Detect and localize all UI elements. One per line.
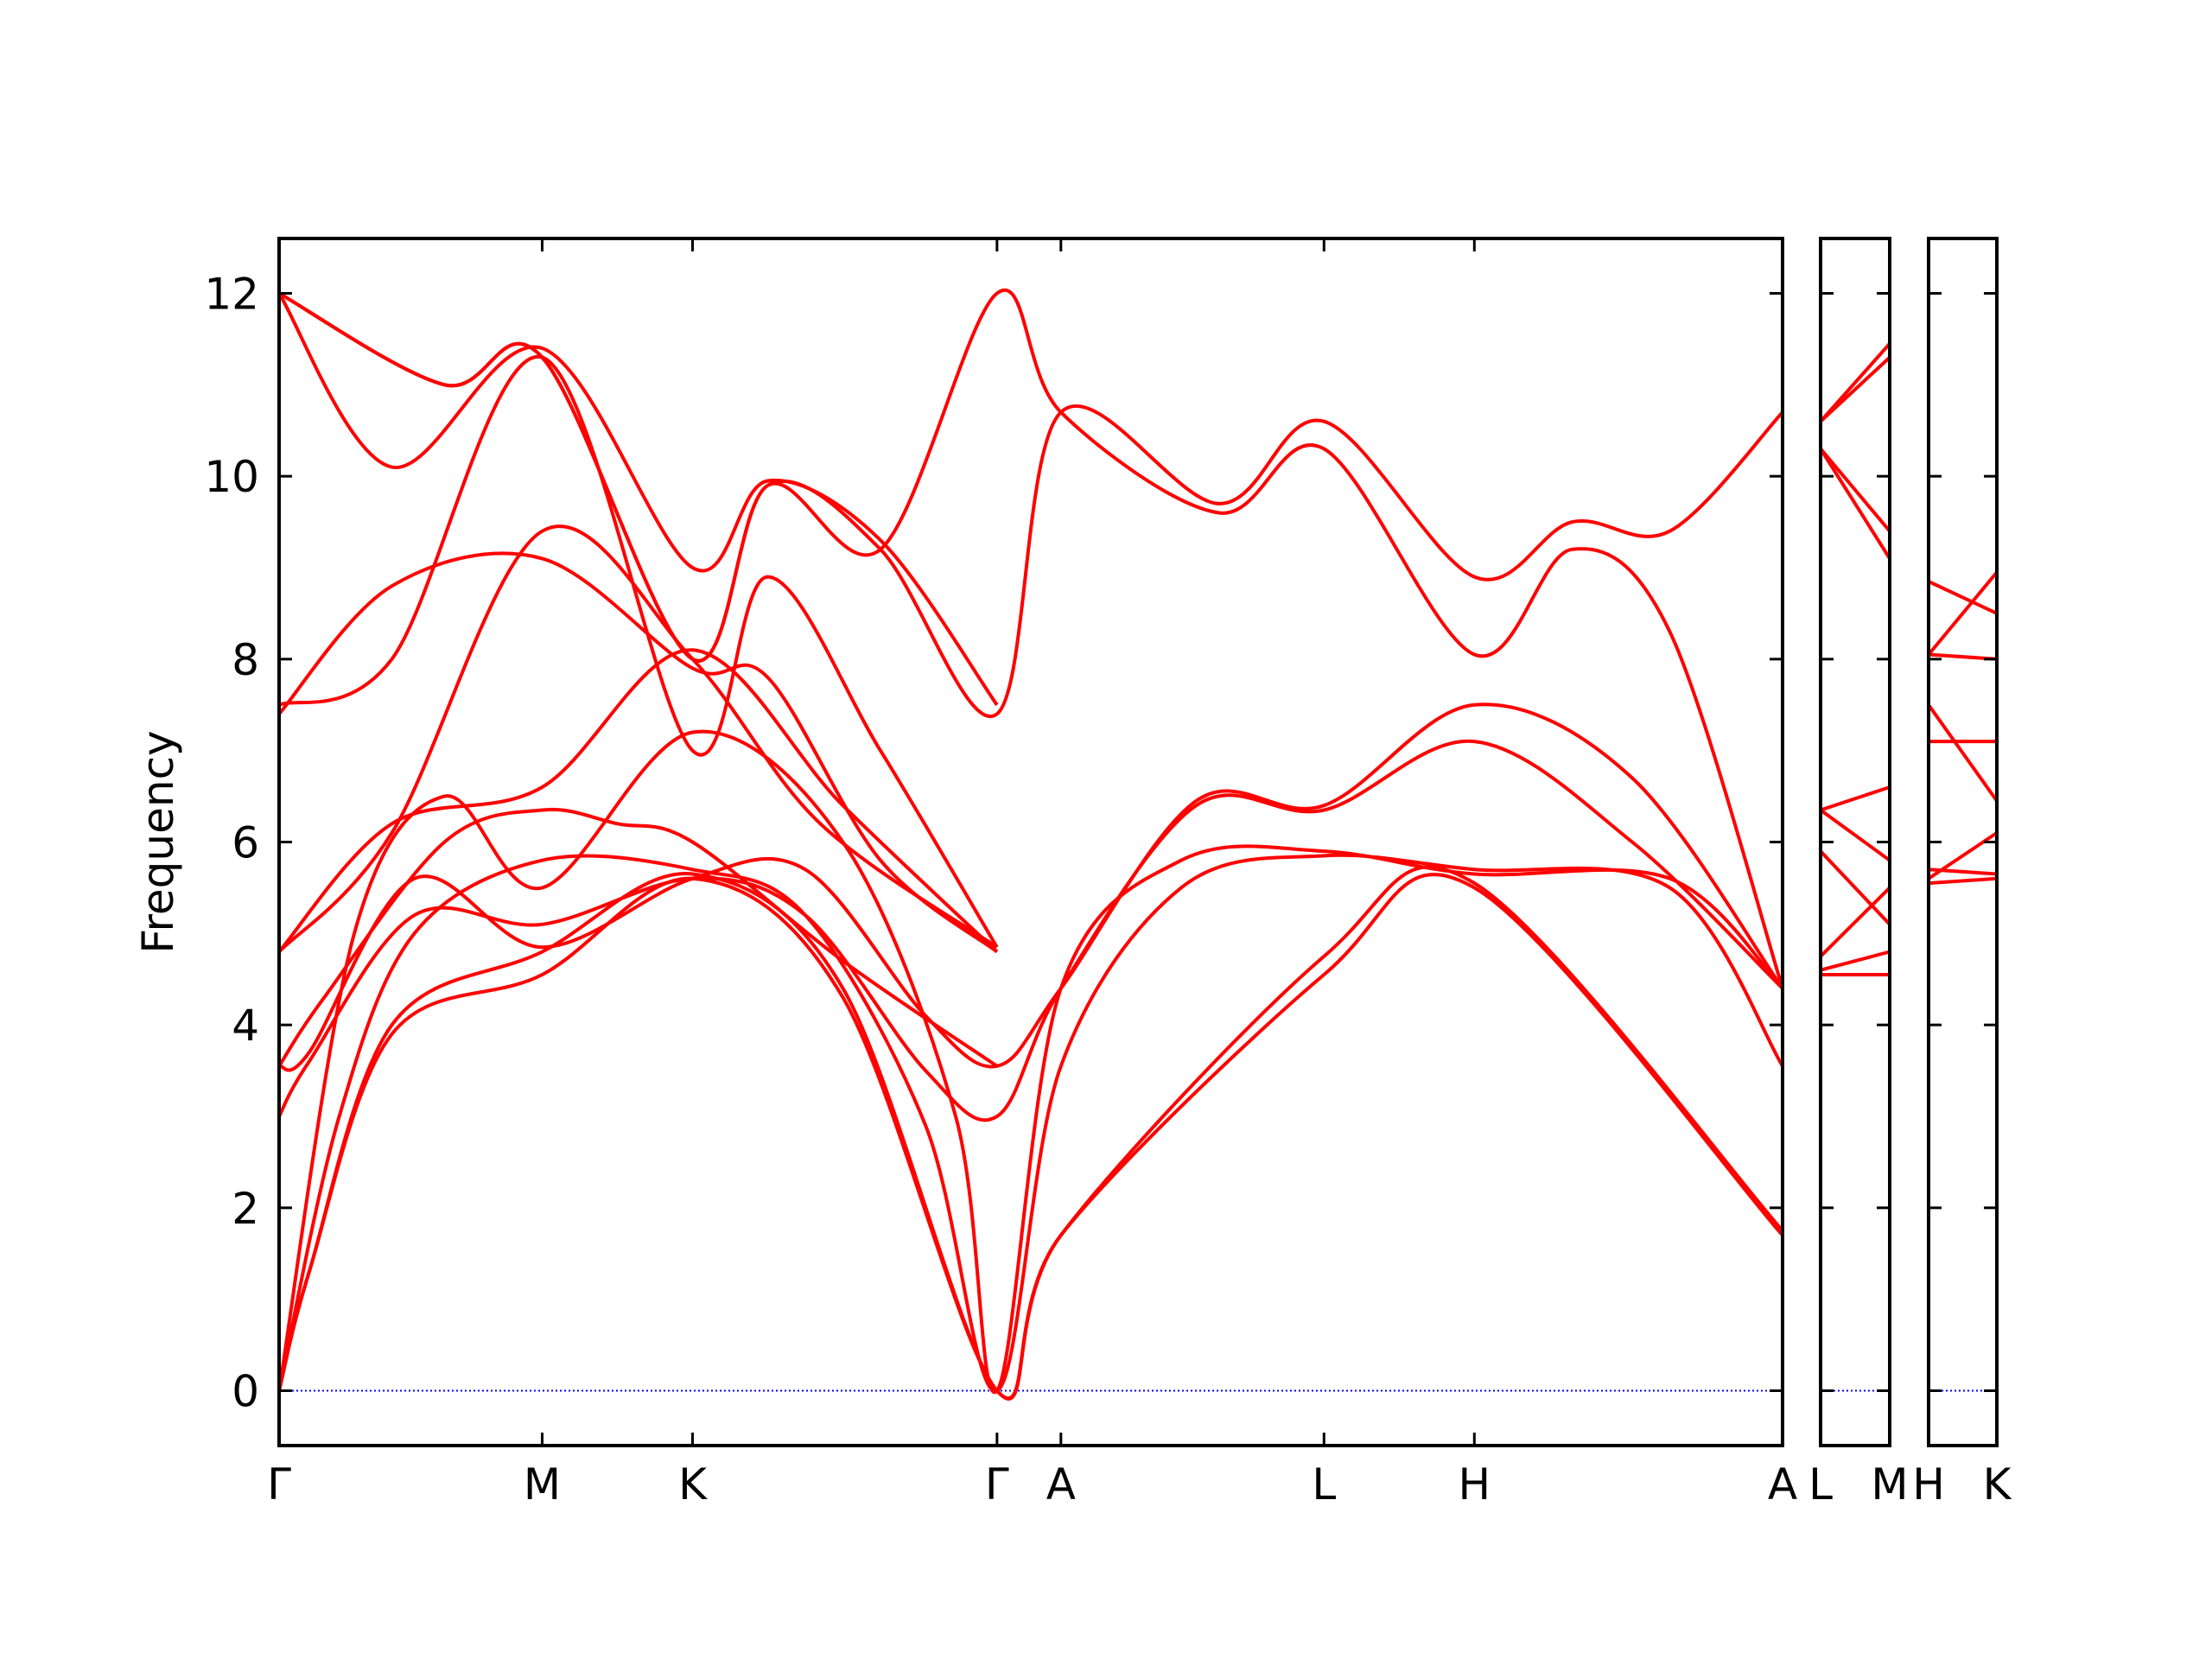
x-tick-label: A xyxy=(1046,1459,1076,1510)
band-line xyxy=(1819,448,1891,532)
band-line xyxy=(278,289,1784,989)
band-line xyxy=(1927,703,1999,803)
y-tick-label: 12 xyxy=(204,270,259,320)
y-tick-label: 2 xyxy=(232,1184,259,1234)
x-tick-label: K xyxy=(1983,1459,2012,1510)
band-line xyxy=(1928,580,1998,615)
band-line xyxy=(277,551,999,954)
band-line xyxy=(1820,785,1891,812)
band-line xyxy=(1927,571,1999,656)
band-line xyxy=(277,865,1784,1401)
panel-3-bands xyxy=(1927,571,1999,886)
band-line xyxy=(277,648,999,953)
band-line xyxy=(277,524,998,953)
band-line xyxy=(1819,448,1891,560)
x-tick-label: M xyxy=(524,1459,561,1510)
y-tick-label: 6 xyxy=(232,818,259,868)
x-tick-label: H xyxy=(1912,1459,1945,1510)
y-tick-label: 4 xyxy=(232,1001,259,1051)
x-tick-label: M xyxy=(1871,1459,1908,1510)
x-tick-label: Γ xyxy=(985,1459,1009,1510)
band-line xyxy=(277,729,1784,1395)
band-line xyxy=(278,355,999,949)
panel-2-bands xyxy=(1819,342,1891,976)
band-line xyxy=(277,873,1784,1401)
band-line xyxy=(277,739,1784,1122)
band-line xyxy=(1819,342,1891,423)
x-tick-label: H xyxy=(1458,1459,1491,1510)
band-line xyxy=(1819,886,1891,958)
band-line xyxy=(278,291,1784,718)
band-line xyxy=(1928,868,1998,876)
x-tick-label: Γ xyxy=(267,1459,291,1510)
band-line xyxy=(278,702,1784,1072)
x-tick-label: K xyxy=(678,1459,708,1510)
band-line xyxy=(1819,849,1891,926)
x-tick-label: L xyxy=(1312,1459,1336,1510)
band-line xyxy=(1820,950,1891,972)
x-tick-label: A xyxy=(1768,1459,1797,1510)
y-tick-label: 10 xyxy=(204,452,259,502)
panel-1-bands xyxy=(277,289,1784,1401)
x-tick-label: L xyxy=(1808,1459,1833,1510)
band-line xyxy=(1928,876,1998,886)
panel-1-frame xyxy=(277,237,1784,1447)
band-line xyxy=(277,292,999,706)
y-axis-label: Frequency xyxy=(133,730,183,953)
band-line xyxy=(277,807,998,1068)
band-line xyxy=(1819,808,1891,862)
band-line xyxy=(277,853,1784,1393)
y-tick-label: 0 xyxy=(232,1367,259,1417)
y-tick-label: 8 xyxy=(232,635,259,685)
